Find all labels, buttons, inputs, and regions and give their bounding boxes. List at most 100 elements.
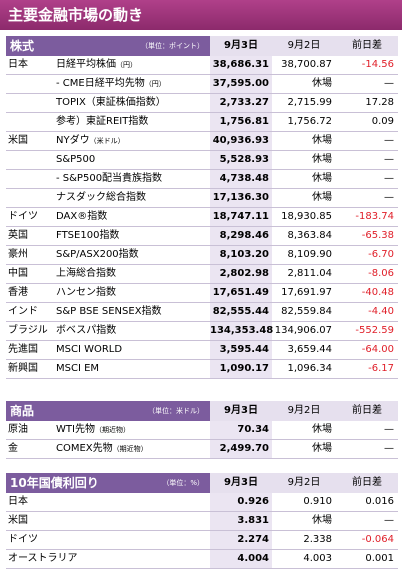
value: 82,559.84 [281, 306, 332, 317]
region: ドイツ [8, 211, 38, 222]
name-cell: TOPIX（東証株価指数） [52, 94, 210, 112]
name: 参考）東証REIT指数 [56, 116, 149, 127]
table-row: ドイツ 2.274 2.338 -0.064 [6, 531, 398, 550]
column-header: 9月3日 [210, 36, 272, 56]
section: 株式 （単位：ポイント） 9月3日 9月2日 前日差 日本 日経平均株価（円） 38,686.… [6, 36, 398, 379]
value: 40,936.93 [210, 132, 272, 150]
table-row: ブラジル ボベスパ指数 134,353.48 134,906.07 -552.59 [6, 322, 398, 341]
value: -6.70 [368, 249, 394, 260]
region: 米国 [8, 135, 28, 146]
value: — [384, 515, 394, 526]
name-cell: - S&P500配当貴族指数 [52, 170, 210, 188]
name-cell: 日経平均株価（円） [52, 56, 210, 74]
column-header: 前日差 [336, 401, 398, 421]
name: S&P500 [56, 154, 96, 165]
table-row: 先進国 MSCI WORLD 3,595.44 3,659.44 -64.00 [6, 341, 398, 360]
value: 17,691.97 [281, 287, 332, 298]
table-row: 原油 WTI先物（期近物） 70.34 休場 — [6, 421, 398, 440]
table-row: 中国 上海総合指数 2,802.98 2,811.04 -8.06 [6, 265, 398, 284]
value: -6.17 [368, 363, 394, 374]
unit: （円） [144, 80, 166, 88]
value: 134,906.07 [274, 325, 332, 336]
unit: （円） [116, 61, 137, 69]
value: 0.016 [365, 496, 394, 507]
name: 上海総合指数 [56, 268, 116, 279]
value: 17,651.49 [210, 284, 272, 302]
name-cell: ナスダック総合指数 [52, 189, 210, 207]
value: 3,595.44 [210, 341, 272, 359]
column-header: 前日差 [336, 36, 398, 56]
value: -552.59 [355, 325, 394, 336]
table-row: 日本 日経平均株価（円） 38,686.31 38,700.87 -14.56 [6, 56, 398, 75]
table-row: インド S&P BSE SENSEX指数 82,555.44 82,559.84 -4.… [6, 303, 398, 322]
column-header: 9月2日 [272, 401, 336, 421]
value: 3,659.44 [287, 344, 332, 355]
value: 8,363.84 [287, 230, 332, 241]
section-header: 株式 （単位：ポイント） 9月3日 9月2日 前日差 [6, 36, 398, 56]
name-cell: MSCI WORLD [52, 341, 210, 359]
name: NYダウ [56, 135, 90, 146]
region: 英国 [8, 230, 28, 241]
value: 37,595.00 [210, 75, 272, 93]
value: 0.09 [371, 116, 394, 127]
value: 4,738.48 [210, 170, 272, 188]
table-row: - S&P500配当貴族指数 4,738.48 休場 — [6, 170, 398, 189]
table-row: 日本 0.926 0.910 0.016 [6, 493, 398, 512]
column-header: 9月2日 [272, 36, 336, 56]
value: — [384, 78, 394, 89]
value: -4.40 [368, 306, 394, 317]
name: WTI先物 [56, 424, 95, 435]
value: 38,700.87 [281, 59, 332, 70]
value: — [384, 443, 394, 454]
region: 先進国 [8, 344, 38, 355]
value: 2,811.04 [287, 268, 332, 279]
column-header: 前日差 [336, 473, 398, 493]
table-row: オーストラリア 4.004 4.003 0.001 [6, 550, 398, 569]
value: -0.064 [361, 534, 394, 545]
section-unit: （単位：米ドル） [148, 407, 204, 415]
title: 主要金融市場の動き [0, 0, 402, 30]
value: 1,090.17 [210, 360, 272, 378]
value: — [384, 154, 394, 165]
table-row: 米国 3.831 休場 — [6, 512, 398, 531]
value: 18,747.11 [210, 208, 272, 226]
table-row: 参考）東証REIT指数 1,756.81 1,756.72 0.09 [6, 113, 398, 132]
table-row: 米国 NYダウ（米ドル） 40,936.93 休場 — [6, 132, 398, 151]
table-row: 金 COMEX先物（期近物） 2,499.70 休場 — [6, 440, 398, 459]
value: — [384, 135, 394, 146]
region: オーストラリア [8, 553, 78, 564]
section-label: 10年国債利回り （単位：%） [6, 473, 210, 493]
name-cell: S&P/ASX200指数 [52, 246, 210, 264]
value: 17,136.30 [210, 189, 272, 207]
value: 1,756.81 [210, 113, 272, 131]
unit: （期近物） [112, 445, 148, 453]
value: 134,353.48 [210, 322, 273, 340]
name-cell: S&P BSE SENSEX指数 [52, 303, 210, 321]
section-label-text: 商品 [10, 404, 35, 418]
name: - S&P500配当貴族指数 [56, 173, 163, 184]
section-unit: （単位：ポイント） [141, 42, 204, 50]
unit: （米ドル） [89, 137, 125, 145]
value: 70.34 [210, 421, 272, 439]
name: S&P/ASX200指数 [56, 249, 139, 260]
value: 0.926 [210, 493, 272, 511]
value: 休場 [312, 192, 332, 203]
region: 日本 [8, 59, 28, 70]
table-row: 香港 ハンセン指数 17,651.49 17,691.97 -40.48 [6, 284, 398, 303]
value: 2,715.99 [287, 97, 332, 108]
region: 米国 [8, 515, 28, 526]
value: 8,103.20 [210, 246, 272, 264]
table-row: S&P500 5,528.93 休場 — [6, 151, 398, 170]
region: ブラジル [8, 325, 48, 336]
section-unit: （単位：%） [162, 479, 204, 487]
region: 原油 [8, 424, 28, 435]
value: 2,499.70 [210, 440, 272, 458]
value: 38,686.31 [210, 56, 272, 74]
value: 休場 [312, 135, 332, 146]
value: 4.003 [303, 553, 332, 564]
region: 中国 [8, 268, 28, 279]
value: -8.06 [368, 268, 394, 279]
section-header: 10年国債利回り （単位：%） 9月3日 9月2日 前日差 [6, 473, 398, 493]
value: 3.831 [210, 512, 272, 530]
name: S&P BSE SENSEX指数 [56, 306, 162, 317]
